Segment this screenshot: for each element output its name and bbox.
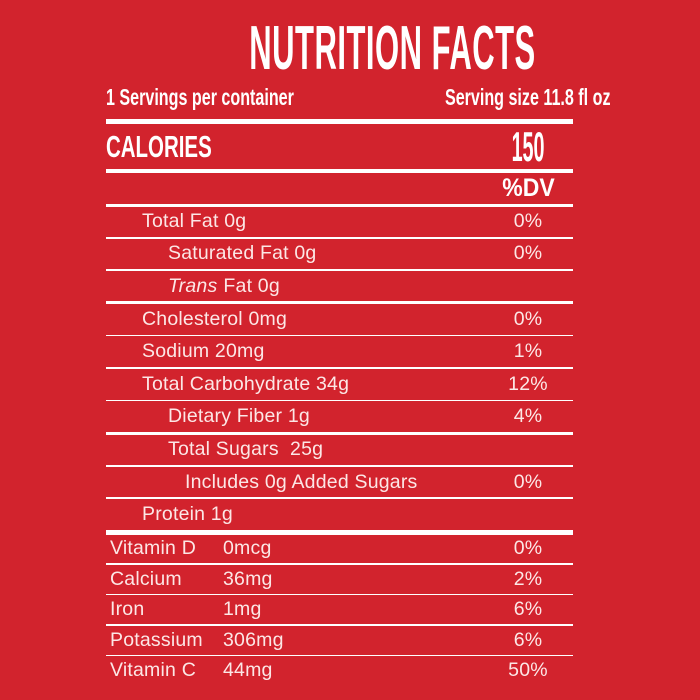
nutrient-dv: 0% <box>513 470 543 493</box>
micronutrient-name: Vitamin D <box>110 537 196 560</box>
row-iron: Iron 1mg 6% <box>106 595 573 624</box>
row-vitamin-c: Vitamin C 44mg 50% <box>106 656 573 685</box>
micronutrient-amount: 0mcg <box>223 537 272 560</box>
divider <box>106 366 573 370</box>
divider <box>106 593 573 596</box>
nutrient-label: Total Sugars 25g <box>168 438 324 461</box>
calories-row: CALORIES 150 <box>106 122 573 170</box>
row-total-carbohydrate: Total Carbohydrate 34g 12% <box>106 369 573 400</box>
micronutrient-name: Calcium <box>110 567 182 590</box>
daily-value-header-row: %DV <box>106 173 573 204</box>
divider <box>106 301 573 304</box>
divider-dv-header <box>106 204 573 207</box>
row-dietary-fiber: Dietary Fiber 1g 4% <box>106 401 573 432</box>
daily-value-header: %DV <box>501 174 555 202</box>
micronutrient-dv: 2% <box>513 567 543 590</box>
row-protein: Protein 1g <box>106 499 573 530</box>
row-cholesterol: Cholesterol 0mg 0% <box>106 304 573 335</box>
serving-size: Serving size 11.8 fl oz <box>445 83 611 110</box>
divider-protein <box>106 529 573 535</box>
panel-title-row: NUTRITION FACTS <box>106 14 573 83</box>
nutrition-facts-panel: NUTRITION FACTS 1 Servings per container… <box>106 14 611 685</box>
nutrient-label: Includes 0g Added Sugars <box>185 470 418 493</box>
serving-info-row: 1 Servings per container Serving size 11… <box>106 83 611 110</box>
micronutrient-amount: 36mg <box>223 567 273 590</box>
divider <box>106 334 573 337</box>
nutrient-label: Protein 1g <box>142 502 233 525</box>
micronutrient-name: Potassium <box>110 628 203 651</box>
micronutrient-dv: 6% <box>513 598 543 621</box>
nutrient-label-italic: Trans <box>168 274 218 297</box>
panel-title: NUTRITION FACTS <box>249 14 536 83</box>
divider <box>106 237 573 239</box>
micronutrient-amount: 306mg <box>223 628 284 651</box>
nutrient-dv: 0% <box>513 210 543 233</box>
divider <box>106 465 573 467</box>
calories-label: CALORIES <box>106 128 212 164</box>
nutrient-dv: 4% <box>513 405 543 428</box>
nutrient-dv: 0% <box>513 307 543 330</box>
micronutrient-dv: 6% <box>513 628 543 651</box>
row-total-fat: Total Fat 0g 0% <box>106 207 573 238</box>
micronutrient-name: Iron <box>110 598 145 621</box>
calories-value: 150 <box>511 122 545 170</box>
micronutrient-amount: 1mg <box>223 598 262 621</box>
row-sodium: Sodium 20mg 1% <box>106 336 573 367</box>
nutrient-label: Cholesterol 0mg <box>142 307 287 330</box>
micronutrient-amount: 44mg <box>223 659 273 682</box>
row-calcium: Calcium 36mg 2% <box>106 565 573 594</box>
nutrient-label: Total Carbohydrate 34g <box>142 373 350 396</box>
divider <box>106 269 573 271</box>
servings-per-container: 1 Servings per container <box>106 83 294 110</box>
nutrient-label: Total Fat 0g <box>142 210 247 233</box>
nutrient-label: Saturated Fat 0g <box>168 242 317 265</box>
divider <box>106 563 573 565</box>
micronutrient-dv: 50% <box>508 659 548 682</box>
micronutrient-dv: 0% <box>513 537 543 560</box>
divider-header <box>106 119 573 124</box>
divider <box>106 497 573 499</box>
divider-calories <box>106 169 573 173</box>
nutrient-dv: 0% <box>513 242 543 265</box>
row-saturated-fat: Saturated Fat 0g 0% <box>106 239 573 270</box>
nutrient-label: Sodium 20mg <box>142 339 265 362</box>
nutrient-label: Dietary Fiber 1g <box>168 405 310 428</box>
nutrient-dv: 1% <box>513 339 543 362</box>
divider <box>106 399 573 402</box>
row-total-sugars: Total Sugars 25g <box>106 435 573 466</box>
nutrient-label: Fat 0g <box>223 274 280 297</box>
divider <box>106 654 573 657</box>
divider <box>106 432 573 435</box>
divider <box>106 624 573 626</box>
row-potassium: Potassium 306mg 6% <box>106 626 573 655</box>
row-trans-fat: Trans Fat 0g <box>106 271 573 302</box>
micronutrient-name: Vitamin C <box>110 659 196 682</box>
row-vitamin-d: Vitamin D 0mcg 0% <box>106 535 573 564</box>
nutrient-dv: 12% <box>508 373 548 396</box>
row-added-sugars: Includes 0g Added Sugars 0% <box>106 467 573 498</box>
